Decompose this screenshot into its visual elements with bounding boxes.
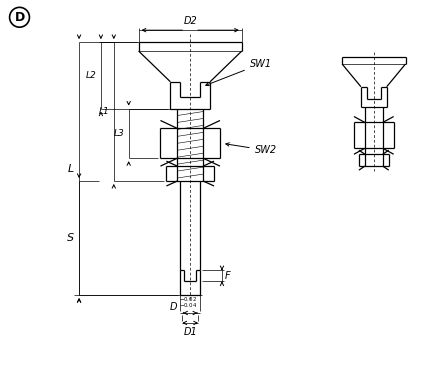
Text: SW2: SW2 xyxy=(226,143,277,155)
Text: D2: D2 xyxy=(183,16,197,26)
Text: $^{-0.02}_{-0.04}$: $^{-0.02}_{-0.04}$ xyxy=(179,295,198,310)
Text: D1: D1 xyxy=(183,327,197,337)
Text: SW1: SW1 xyxy=(206,59,272,86)
Text: D: D xyxy=(170,302,177,312)
Text: D: D xyxy=(14,11,25,24)
Text: L2: L2 xyxy=(86,71,97,80)
Text: L: L xyxy=(68,164,74,173)
Text: F: F xyxy=(225,271,231,281)
Text: L3: L3 xyxy=(114,129,125,138)
Text: L1: L1 xyxy=(99,107,110,116)
Text: S: S xyxy=(67,233,74,243)
